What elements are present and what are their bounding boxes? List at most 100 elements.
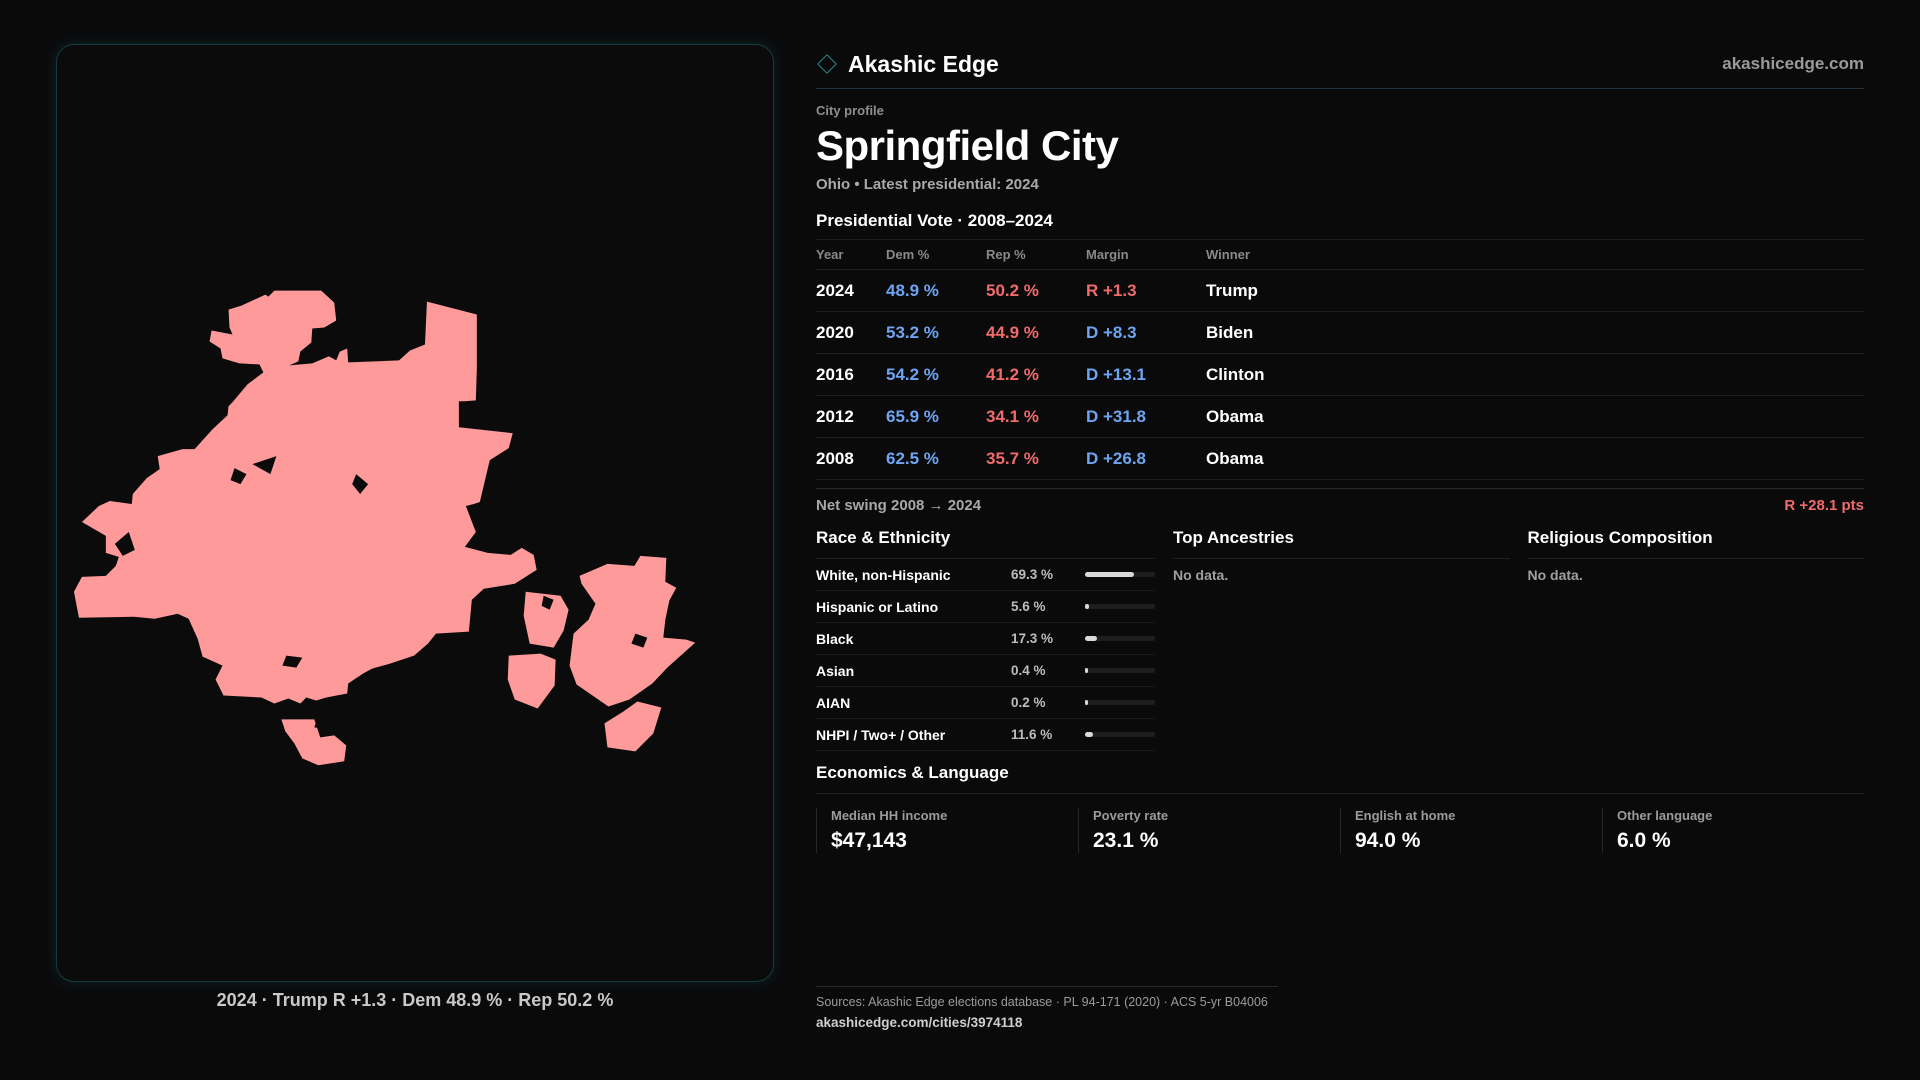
ancestries-empty: No data. xyxy=(1173,567,1229,583)
table-row: 2020 53.2 % 44.9 % D +8.3 Biden xyxy=(816,311,1864,354)
cell-year: 2024 xyxy=(816,269,886,312)
map-caption: 2024 · Trump R +1.3 · Dem 48.9 % · Rep 5… xyxy=(216,990,614,1010)
header-margin: Margin xyxy=(1086,240,1206,270)
header-year: Year xyxy=(816,240,886,270)
header-dem: Dem % xyxy=(886,240,986,270)
religion-column: Religious Composition No data. xyxy=(1527,528,1864,751)
cell-year: 2016 xyxy=(816,353,886,396)
cell-rep: 44.9 % xyxy=(986,311,1086,354)
city-boundary-holes xyxy=(114,340,648,730)
profile-panel: Akashic Edge akashicedge.com City profil… xyxy=(816,40,1864,853)
race-row: Asian 0.4 % xyxy=(816,655,1155,687)
footer: Sources: Akashic Edge elections database… xyxy=(816,986,1278,1030)
stat-label: Other language xyxy=(1617,808,1713,823)
cell-dem: 65.9 % xyxy=(886,395,986,438)
table-row: 2016 54.2 % 41.2 % D +13.1 Clinton xyxy=(816,353,1864,396)
cell-margin: D +26.8 xyxy=(1086,437,1206,480)
presidential-vote-table: Year Dem % Rep % Margin Winner 2024 48.9… xyxy=(816,240,1864,480)
page-title: Springfield City xyxy=(816,122,1119,169)
stat-label: Poverty rate xyxy=(1093,808,1169,823)
religion-empty: No data. xyxy=(1527,567,1583,583)
cell-dem: 62.5 % xyxy=(886,437,986,480)
net-swing-label: Net swing 2008 → 2024 xyxy=(816,497,982,514)
page-subtitle: Ohio • Latest presidential: 2024 xyxy=(816,176,1039,193)
cell-margin: D +8.3 xyxy=(1086,311,1206,354)
cell-winner: Trump xyxy=(1206,269,1864,312)
cell-rep: 50.2 % xyxy=(986,269,1086,312)
race-value: 5.6 % xyxy=(1011,599,1046,614)
race-ethnicity-column: Race & Ethnicity White, non-Hispanic 69.… xyxy=(816,528,1155,751)
table-row: 2024 48.9 % 50.2 % R +1.3 Trump xyxy=(816,269,1864,312)
economics-section-title: Economics & Language xyxy=(816,763,1864,794)
stat-english-at-home: English at home 94.0 % xyxy=(1340,808,1602,853)
race-label: Hispanic or Latino xyxy=(816,598,939,615)
race-bar xyxy=(1085,668,1155,673)
race-bar-fill xyxy=(1085,700,1088,705)
race-bar-fill xyxy=(1085,604,1089,609)
stat-value: 6.0 % xyxy=(1617,829,1671,852)
site-link[interactable]: akashicedge.com xyxy=(1722,54,1864,73)
race-bar xyxy=(1085,732,1155,737)
cell-margin: D +31.8 xyxy=(1086,395,1206,438)
race-bar-fill xyxy=(1085,636,1098,641)
ancestries-section-title: Top Ancestries xyxy=(1173,528,1510,559)
cell-winner: Obama xyxy=(1206,395,1864,438)
cell-winner: Biden xyxy=(1206,311,1864,354)
ancestries-column: Top Ancestries No data. xyxy=(1173,528,1510,751)
race-bar xyxy=(1085,572,1155,577)
race-bar xyxy=(1085,636,1155,641)
vote-section-title: Presidential Vote · 2008–2024 xyxy=(816,211,1864,240)
cell-margin: D +13.1 xyxy=(1086,353,1206,396)
race-value: 0.4 % xyxy=(1011,663,1046,678)
net-swing-value: R +28.1 pts xyxy=(1784,497,1864,514)
city-boundary-shape xyxy=(73,290,696,766)
demographics-section: Race & Ethnicity White, non-Hispanic 69.… xyxy=(816,528,1864,751)
race-label: AIAN xyxy=(816,694,851,711)
cell-year: 2012 xyxy=(816,395,886,438)
profile-eyebrow: City profile xyxy=(816,103,884,118)
stat-value: $47,143 xyxy=(831,829,907,852)
brand[interactable]: Akashic Edge xyxy=(816,51,999,78)
race-row: NHPI / Two+ / Other 11.6 % xyxy=(816,719,1155,751)
race-row: Hispanic or Latino 5.6 % xyxy=(816,591,1155,623)
religion-section-title: Religious Composition xyxy=(1527,528,1864,559)
stat-value: 94.0 % xyxy=(1355,829,1421,852)
race-section-title: Race & Ethnicity xyxy=(816,528,1155,559)
race-bar xyxy=(1085,700,1155,705)
race-bar xyxy=(1085,604,1155,609)
race-label: NHPI / Two+ / Other xyxy=(816,726,946,743)
table-row: 2012 65.9 % 34.1 % D +31.8 Obama xyxy=(816,395,1864,438)
table-header-row: Year Dem % Rep % Margin Winner xyxy=(816,240,1864,270)
header-winner: Winner xyxy=(1206,240,1864,270)
footer-url-link[interactable]: akashicedge.com/cities/3974118 xyxy=(816,1015,1023,1030)
city-boundary-map xyxy=(73,290,696,766)
cell-dem: 48.9 % xyxy=(886,269,986,312)
cell-winner: Obama xyxy=(1206,437,1864,480)
race-label: White, non-Hispanic xyxy=(816,566,951,583)
race-row: AIAN 0.2 % xyxy=(816,687,1155,719)
race-row: Black 17.3 % xyxy=(816,623,1155,655)
brand-name: Akashic Edge xyxy=(848,50,999,77)
stat-label: Median HH income xyxy=(831,808,948,823)
race-bar-fill xyxy=(1085,668,1088,673)
diamond-icon xyxy=(817,54,837,74)
header-rep: Rep % xyxy=(986,240,1086,270)
race-value: 17.3 % xyxy=(1011,631,1054,646)
race-value: 0.2 % xyxy=(1011,695,1046,710)
cell-rep: 34.1 % xyxy=(986,395,1086,438)
city-map-panel xyxy=(56,44,774,982)
header: Akashic Edge akashicedge.com xyxy=(816,40,1864,89)
race-value: 69.3 % xyxy=(1011,567,1054,582)
cell-year: 2008 xyxy=(816,437,886,480)
table-row: 2008 62.5 % 35.7 % D +26.8 Obama xyxy=(816,437,1864,480)
race-row: White, non-Hispanic 69.3 % xyxy=(816,559,1155,591)
race-bar-fill xyxy=(1085,572,1134,577)
stat-other-language: Other language 6.0 % xyxy=(1602,808,1864,853)
cell-winner: Clinton xyxy=(1206,353,1864,396)
stat-poverty-rate: Poverty rate 23.1 % xyxy=(1078,808,1340,853)
economics-stats: Median HH income $47,143 Poverty rate 23… xyxy=(816,808,1864,853)
cell-dem: 53.2 % xyxy=(886,311,986,354)
stat-value: 23.1 % xyxy=(1093,829,1159,852)
race-bar-fill xyxy=(1085,732,1094,737)
race-label: Black xyxy=(816,630,854,647)
